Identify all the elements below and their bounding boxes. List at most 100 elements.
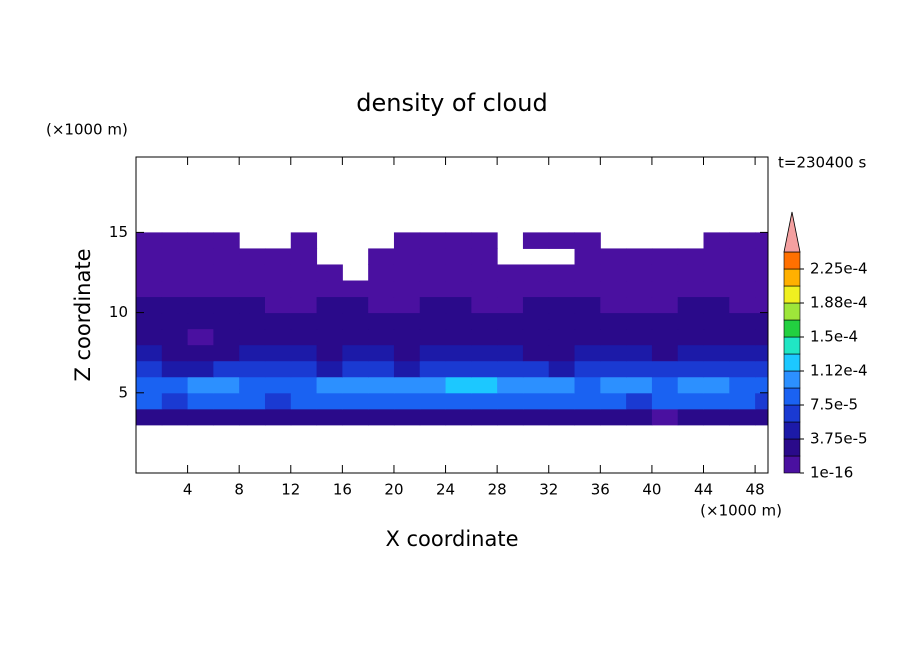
contour-cell (677, 264, 705, 282)
contour-cell (136, 264, 163, 282)
contour-cell (522, 280, 550, 298)
time-label: t=230400 s (778, 154, 866, 172)
contour-cell (729, 312, 756, 330)
contour-cell (213, 312, 240, 330)
contour-cell (497, 360, 524, 378)
contour-cell (677, 296, 705, 314)
contour-cell (574, 280, 601, 298)
contour-cell (213, 360, 240, 378)
contour-cell (651, 376, 679, 394)
contour-cell (419, 328, 447, 346)
contour-cell (574, 360, 601, 378)
colorbar-band (783, 319, 801, 338)
contour-cell (290, 296, 318, 314)
contour-cell (548, 392, 576, 410)
contour-cell (161, 280, 189, 298)
contour-cell (626, 264, 653, 282)
contour-cell (651, 360, 679, 378)
contour-cell (342, 376, 369, 394)
contour-cell (548, 408, 576, 426)
contour-cell (342, 392, 369, 410)
x-unit: (×1000 m) (700, 502, 782, 520)
x-tick-label: 36 (591, 481, 610, 499)
contour-cell (755, 232, 769, 249)
contour-cell (290, 264, 318, 282)
contour-cell (600, 264, 627, 282)
x-tick-label: 20 (384, 481, 403, 499)
contour-cell (239, 312, 266, 330)
contour-cell (187, 344, 214, 362)
contour-cell (136, 232, 163, 249)
contour-cell (419, 392, 447, 410)
contour-cell (187, 328, 214, 346)
contour-cell (755, 344, 769, 362)
contour-cell (703, 248, 730, 265)
contour-cell (651, 344, 679, 362)
contour-cell (342, 360, 369, 378)
contour-cell (729, 280, 756, 298)
colorbar-label: 1.12e-4 (810, 362, 868, 380)
contour-cell (316, 408, 343, 426)
contour-cell (290, 280, 318, 298)
contour-cell (677, 360, 705, 378)
contour-cell (187, 264, 214, 282)
contour-cell (677, 392, 705, 410)
contour-cell (419, 296, 447, 314)
contour-cell (626, 280, 653, 298)
contour-cell (264, 312, 292, 330)
contour-cell (651, 264, 679, 282)
contour-cell (677, 280, 705, 298)
contour-cell (445, 376, 472, 394)
contour-cell (626, 312, 653, 330)
contour-cell (445, 264, 472, 282)
contour-cell (677, 312, 705, 330)
contour-cell (574, 408, 601, 426)
contour-cell (548, 296, 576, 314)
contour-cell (264, 264, 292, 282)
contour-cell (729, 296, 756, 314)
colorbar-label: 1.5e-4 (810, 328, 858, 346)
contour-cell (239, 248, 266, 265)
contour-cell (239, 328, 266, 346)
contour-cell (161, 296, 189, 314)
contour-cell (651, 408, 679, 426)
contour-cell (497, 328, 524, 346)
contour-cell (600, 360, 627, 378)
colorbar-band (783, 404, 801, 423)
contour-cell (187, 376, 214, 394)
contour-cell (497, 408, 524, 426)
contour-cell (626, 328, 653, 346)
contour-cell (213, 408, 240, 426)
contour-cell (729, 376, 756, 394)
contour-cell (264, 328, 292, 346)
contour-cell (316, 376, 343, 394)
contour-cell (600, 344, 627, 362)
contour-cell (316, 296, 343, 314)
contour-cell (213, 264, 240, 282)
contour-cell (522, 232, 550, 249)
contour-cell (755, 264, 769, 282)
contour-cell (264, 408, 292, 426)
contour-cell (419, 232, 447, 249)
contour-cell (600, 280, 627, 298)
contour-cell (677, 344, 705, 362)
contour-cell (600, 328, 627, 346)
contour-cell (393, 312, 421, 330)
contour-cell (471, 392, 498, 410)
contour-cell (290, 232, 318, 249)
contour-cell (703, 312, 730, 330)
contour-cell (187, 232, 214, 249)
contour-cell (445, 360, 472, 378)
contour-cell (239, 296, 266, 314)
contour-cell (755, 408, 769, 426)
contour-cell (136, 360, 163, 378)
contour-cell (187, 280, 214, 298)
y-tick-label: 15 (109, 223, 128, 241)
contour-cell (136, 296, 163, 314)
colorbar-over (783, 211, 801, 253)
contour-cell (755, 360, 769, 378)
contour-cell (393, 376, 421, 394)
contour-cell (393, 344, 421, 362)
colorbar-band (783, 438, 801, 457)
contour-cell (574, 232, 601, 249)
